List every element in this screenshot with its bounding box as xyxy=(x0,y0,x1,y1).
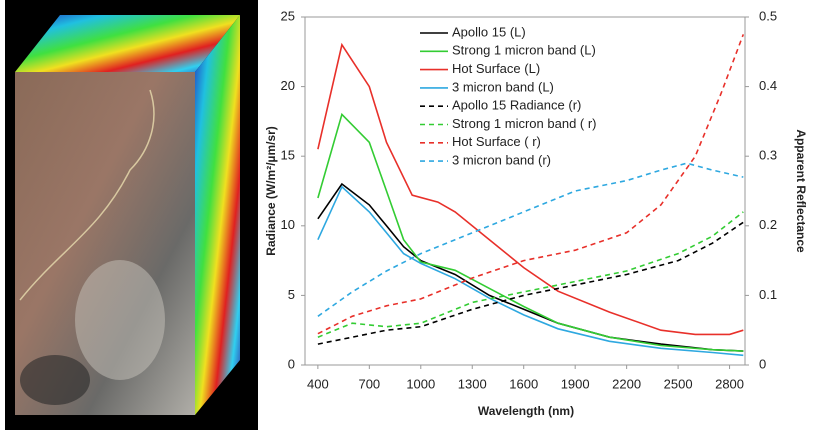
plot-frame xyxy=(304,16,746,366)
legend-label: 3 micron band (r) xyxy=(452,153,551,168)
x-tick-label: 2800 xyxy=(715,376,744,391)
legend-label: Apollo 15 (L) xyxy=(452,24,526,39)
y2-tick-label: 0.3 xyxy=(759,148,777,163)
y-tick-label: 0 xyxy=(288,356,295,371)
x-tick-label: 1900 xyxy=(561,376,590,391)
series-line xyxy=(317,221,744,345)
series-line xyxy=(317,34,745,335)
legend-label: Apollo 15 Radiance (r) xyxy=(452,98,581,113)
y-tick-label: 20 xyxy=(281,78,295,93)
image-cube xyxy=(5,0,258,430)
legend-label: Hot Surface (L) xyxy=(452,61,540,76)
series-line xyxy=(317,182,744,352)
series-line xyxy=(317,162,744,317)
x-tick-label: 2200 xyxy=(612,376,641,391)
y2-tick-label: 0.5 xyxy=(759,8,777,23)
series-line xyxy=(317,112,744,352)
legend-label: 3 micron band (L) xyxy=(452,79,554,94)
y2-axis-label: Apparent Reflectance xyxy=(794,129,808,253)
x-tick-label: 1300 xyxy=(458,376,487,391)
series-line xyxy=(317,42,744,336)
y2-tick-label: 0.4 xyxy=(759,78,777,93)
x-tick-label: 700 xyxy=(358,376,380,391)
legend-label: Strong 1 micron band ( r) xyxy=(452,116,597,131)
x-axis-label: Wavelength (nm) xyxy=(478,404,574,418)
y-tick-label: 5 xyxy=(288,287,295,302)
y-tick-label: 15 xyxy=(281,148,295,163)
y-axis-label: Radiance (W/m²/µm/sr) xyxy=(264,126,278,256)
x-tick-label: 1000 xyxy=(406,376,435,391)
y2-tick-label: 0.1 xyxy=(759,287,777,302)
x-tick-label: 400 xyxy=(307,376,329,391)
x-tick-label: 2500 xyxy=(664,376,693,391)
y-tick-label: 10 xyxy=(281,217,295,232)
legend-label: Hot Surface ( r) xyxy=(452,134,541,149)
x-tick-label: 1600 xyxy=(509,376,538,391)
y2-tick-label: 0 xyxy=(759,356,766,371)
legend-label: Strong 1 micron band (L) xyxy=(452,43,596,58)
y2-tick-label: 0.2 xyxy=(759,217,777,232)
y-tick-label: 25 xyxy=(281,8,295,23)
series-line xyxy=(317,185,744,357)
